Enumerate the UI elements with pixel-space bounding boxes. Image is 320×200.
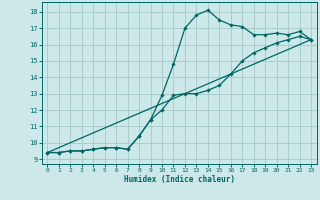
X-axis label: Humidex (Indice chaleur): Humidex (Indice chaleur) — [124, 175, 235, 184]
